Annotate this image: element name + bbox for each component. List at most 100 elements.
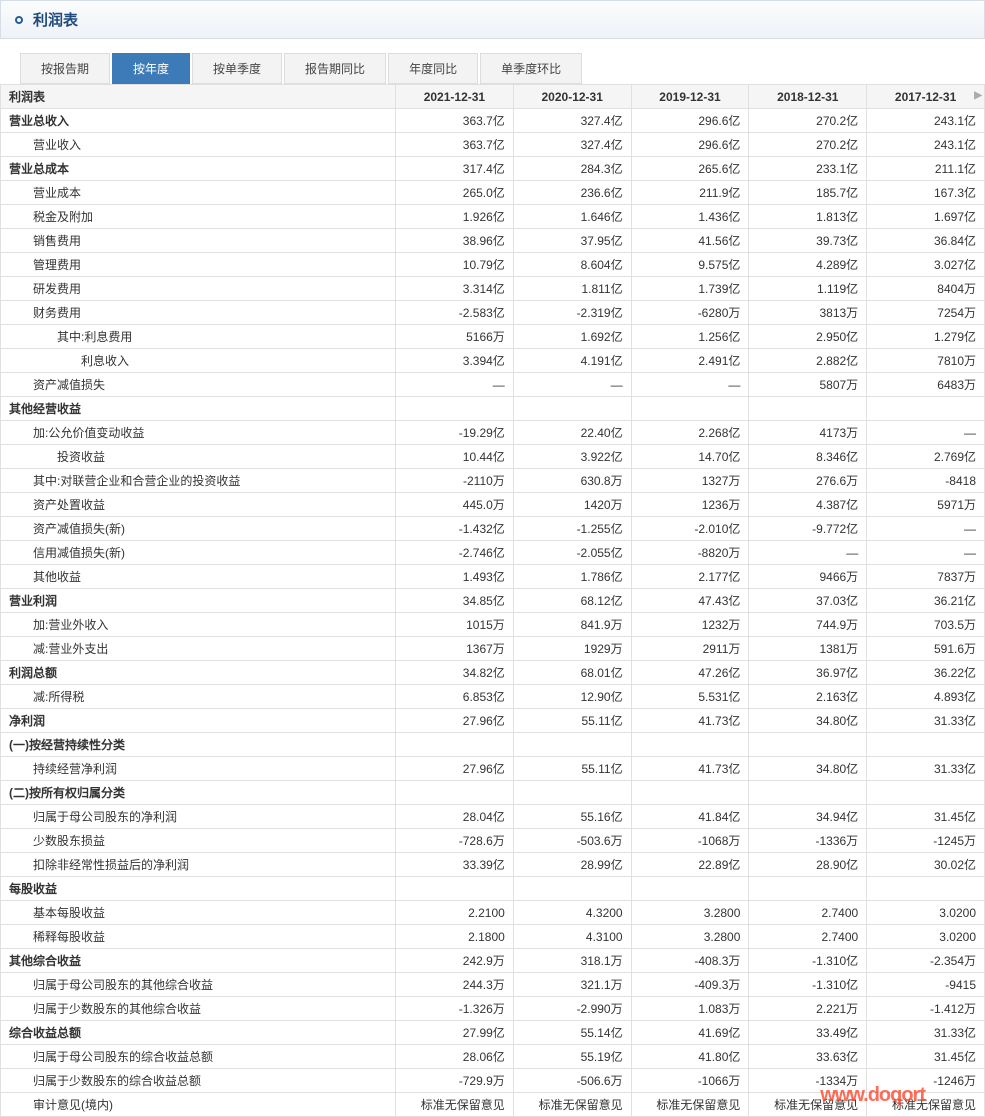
- cell-value: 296.6亿: [631, 133, 749, 157]
- cell-value: 2.2100: [396, 901, 514, 925]
- row-label: (二)按所有权归属分类: [1, 781, 396, 805]
- row-label: 营业成本: [1, 181, 396, 205]
- col-header[interactable]: 2017-12-31▶: [867, 85, 985, 109]
- cell-value: 1.697亿: [867, 205, 985, 229]
- col-header[interactable]: 2021-12-31: [396, 85, 514, 109]
- tab-3[interactable]: 报告期同比: [284, 53, 386, 84]
- cell-value: 3.314亿: [396, 277, 514, 301]
- row-label: 利润总额: [1, 661, 396, 685]
- cell-value: 1232万: [631, 613, 749, 637]
- col-header[interactable]: 2020-12-31: [513, 85, 631, 109]
- cell-value: 243.1亿: [867, 109, 985, 133]
- cell-value: 284.3亿: [513, 157, 631, 181]
- tab-1[interactable]: 按年度: [112, 53, 190, 84]
- cell-value: -1334万: [749, 1069, 867, 1093]
- table-row: 归属于少数股东的其他综合收益-1.326万-2.990万1.083万2.221万…: [1, 997, 985, 1021]
- table-row: 营业总成本317.4亿284.3亿265.6亿233.1亿211.1亿: [1, 157, 985, 181]
- cell-value: [513, 397, 631, 421]
- cell-value: 9.575亿: [631, 253, 749, 277]
- row-label: 营业总收入: [1, 109, 396, 133]
- tab-5[interactable]: 单季度环比: [480, 53, 582, 84]
- table-row: 其他综合收益242.9万318.1万-408.3万-1.310亿-2.354万: [1, 949, 985, 973]
- cell-value: [867, 781, 985, 805]
- cell-value: 标准无保留意见: [749, 1093, 867, 1117]
- row-label: 归属于少数股东的其他综合收益: [1, 997, 396, 1021]
- row-label: 其中:利息费用: [1, 325, 396, 349]
- cell-value: -9.772亿: [749, 517, 867, 541]
- cell-value: 5807万: [749, 373, 867, 397]
- cell-value: [631, 877, 749, 901]
- cell-value: 321.1万: [513, 973, 631, 997]
- cell-value: 3.2800: [631, 925, 749, 949]
- table-row: 其他收益1.493亿1.786亿2.177亿9466万7837万: [1, 565, 985, 589]
- scroll-right-icon[interactable]: ▶: [974, 90, 982, 101]
- cell-value: 630.8万: [513, 469, 631, 493]
- table-row: 综合收益总额27.99亿55.14亿41.69亿33.49亿31.33亿: [1, 1021, 985, 1045]
- cell-value: 4.893亿: [867, 685, 985, 709]
- row-label: (一)按经营持续性分类: [1, 733, 396, 757]
- cell-value: 1381万: [749, 637, 867, 661]
- cell-value: 211.9亿: [631, 181, 749, 205]
- row-label: 审计意见(境内): [1, 1093, 396, 1117]
- cell-value: 244.3万: [396, 973, 514, 997]
- row-label: 销售费用: [1, 229, 396, 253]
- cell-value: 68.12亿: [513, 589, 631, 613]
- cell-value: 47.43亿: [631, 589, 749, 613]
- row-label: 营业利润: [1, 589, 396, 613]
- row-label: 资产减值损失: [1, 373, 396, 397]
- tab-4[interactable]: 年度同比: [388, 53, 478, 84]
- cell-value: 1.279亿: [867, 325, 985, 349]
- cell-value: [631, 397, 749, 421]
- cell-value: 363.7亿: [396, 109, 514, 133]
- row-label: 税金及附加: [1, 205, 396, 229]
- row-label: 其他综合收益: [1, 949, 396, 973]
- cell-value: 28.90亿: [749, 853, 867, 877]
- cell-value: [396, 397, 514, 421]
- cell-value: 1367万: [396, 637, 514, 661]
- cell-value: -1245万: [867, 829, 985, 853]
- cell-value: 185.7亿: [749, 181, 867, 205]
- row-label: 营业收入: [1, 133, 396, 157]
- cell-value: 270.2亿: [749, 133, 867, 157]
- cell-value: 1.256亿: [631, 325, 749, 349]
- cell-value: 2.491亿: [631, 349, 749, 373]
- cell-value: 41.56亿: [631, 229, 749, 253]
- cell-value: 703.5万: [867, 613, 985, 637]
- table-row: 减:所得税6.853亿12.90亿5.531亿2.163亿4.893亿: [1, 685, 985, 709]
- cell-value: 6.853亿: [396, 685, 514, 709]
- cell-value: 37.03亿: [749, 589, 867, 613]
- cell-value: -2.055亿: [513, 541, 631, 565]
- table-row: 利润总额34.82亿68.01亿47.26亿36.97亿36.22亿: [1, 661, 985, 685]
- cell-value: 317.4亿: [396, 157, 514, 181]
- cell-value: 30.02亿: [867, 853, 985, 877]
- cell-value: 4.387亿: [749, 493, 867, 517]
- col-header[interactable]: 2019-12-31: [631, 85, 749, 109]
- cell-value: 2.950亿: [749, 325, 867, 349]
- cell-value: 14.70亿: [631, 445, 749, 469]
- table-header-label: 利润表: [1, 85, 396, 109]
- table-row: 加:公允价值变动收益-19.29亿22.40亿2.268亿4173万—: [1, 421, 985, 445]
- cell-value: [749, 781, 867, 805]
- table-row: 归属于母公司股东的综合收益总额28.06亿55.19亿41.80亿33.63亿3…: [1, 1045, 985, 1069]
- cell-value: 31.33亿: [867, 757, 985, 781]
- cell-value: 1.692亿: [513, 325, 631, 349]
- row-label: 资产减值损失(新): [1, 517, 396, 541]
- bullet-icon: [15, 16, 23, 24]
- cell-value: 33.63亿: [749, 1045, 867, 1069]
- cell-value: 39.73亿: [749, 229, 867, 253]
- cell-value: 10.79亿: [396, 253, 514, 277]
- cell-value: 167.3亿: [867, 181, 985, 205]
- cell-value: 233.1亿: [749, 157, 867, 181]
- tab-0[interactable]: 按报告期: [20, 53, 110, 84]
- cell-value: [749, 733, 867, 757]
- table-row: 其中:对联营企业和合营企业的投资收益-2110万630.8万1327万276.6…: [1, 469, 985, 493]
- cell-value: -1336万: [749, 829, 867, 853]
- table-row: 利息收入3.394亿4.191亿2.491亿2.882亿7810万: [1, 349, 985, 373]
- cell-value: —: [513, 373, 631, 397]
- cell-value: -729.9万: [396, 1069, 514, 1093]
- table-row: 营业成本265.0亿236.6亿211.9亿185.7亿167.3亿: [1, 181, 985, 205]
- tab-2[interactable]: 按单季度: [192, 53, 282, 84]
- cell-value: 55.11亿: [513, 709, 631, 733]
- col-header[interactable]: 2018-12-31: [749, 85, 867, 109]
- cell-value: 4.3100: [513, 925, 631, 949]
